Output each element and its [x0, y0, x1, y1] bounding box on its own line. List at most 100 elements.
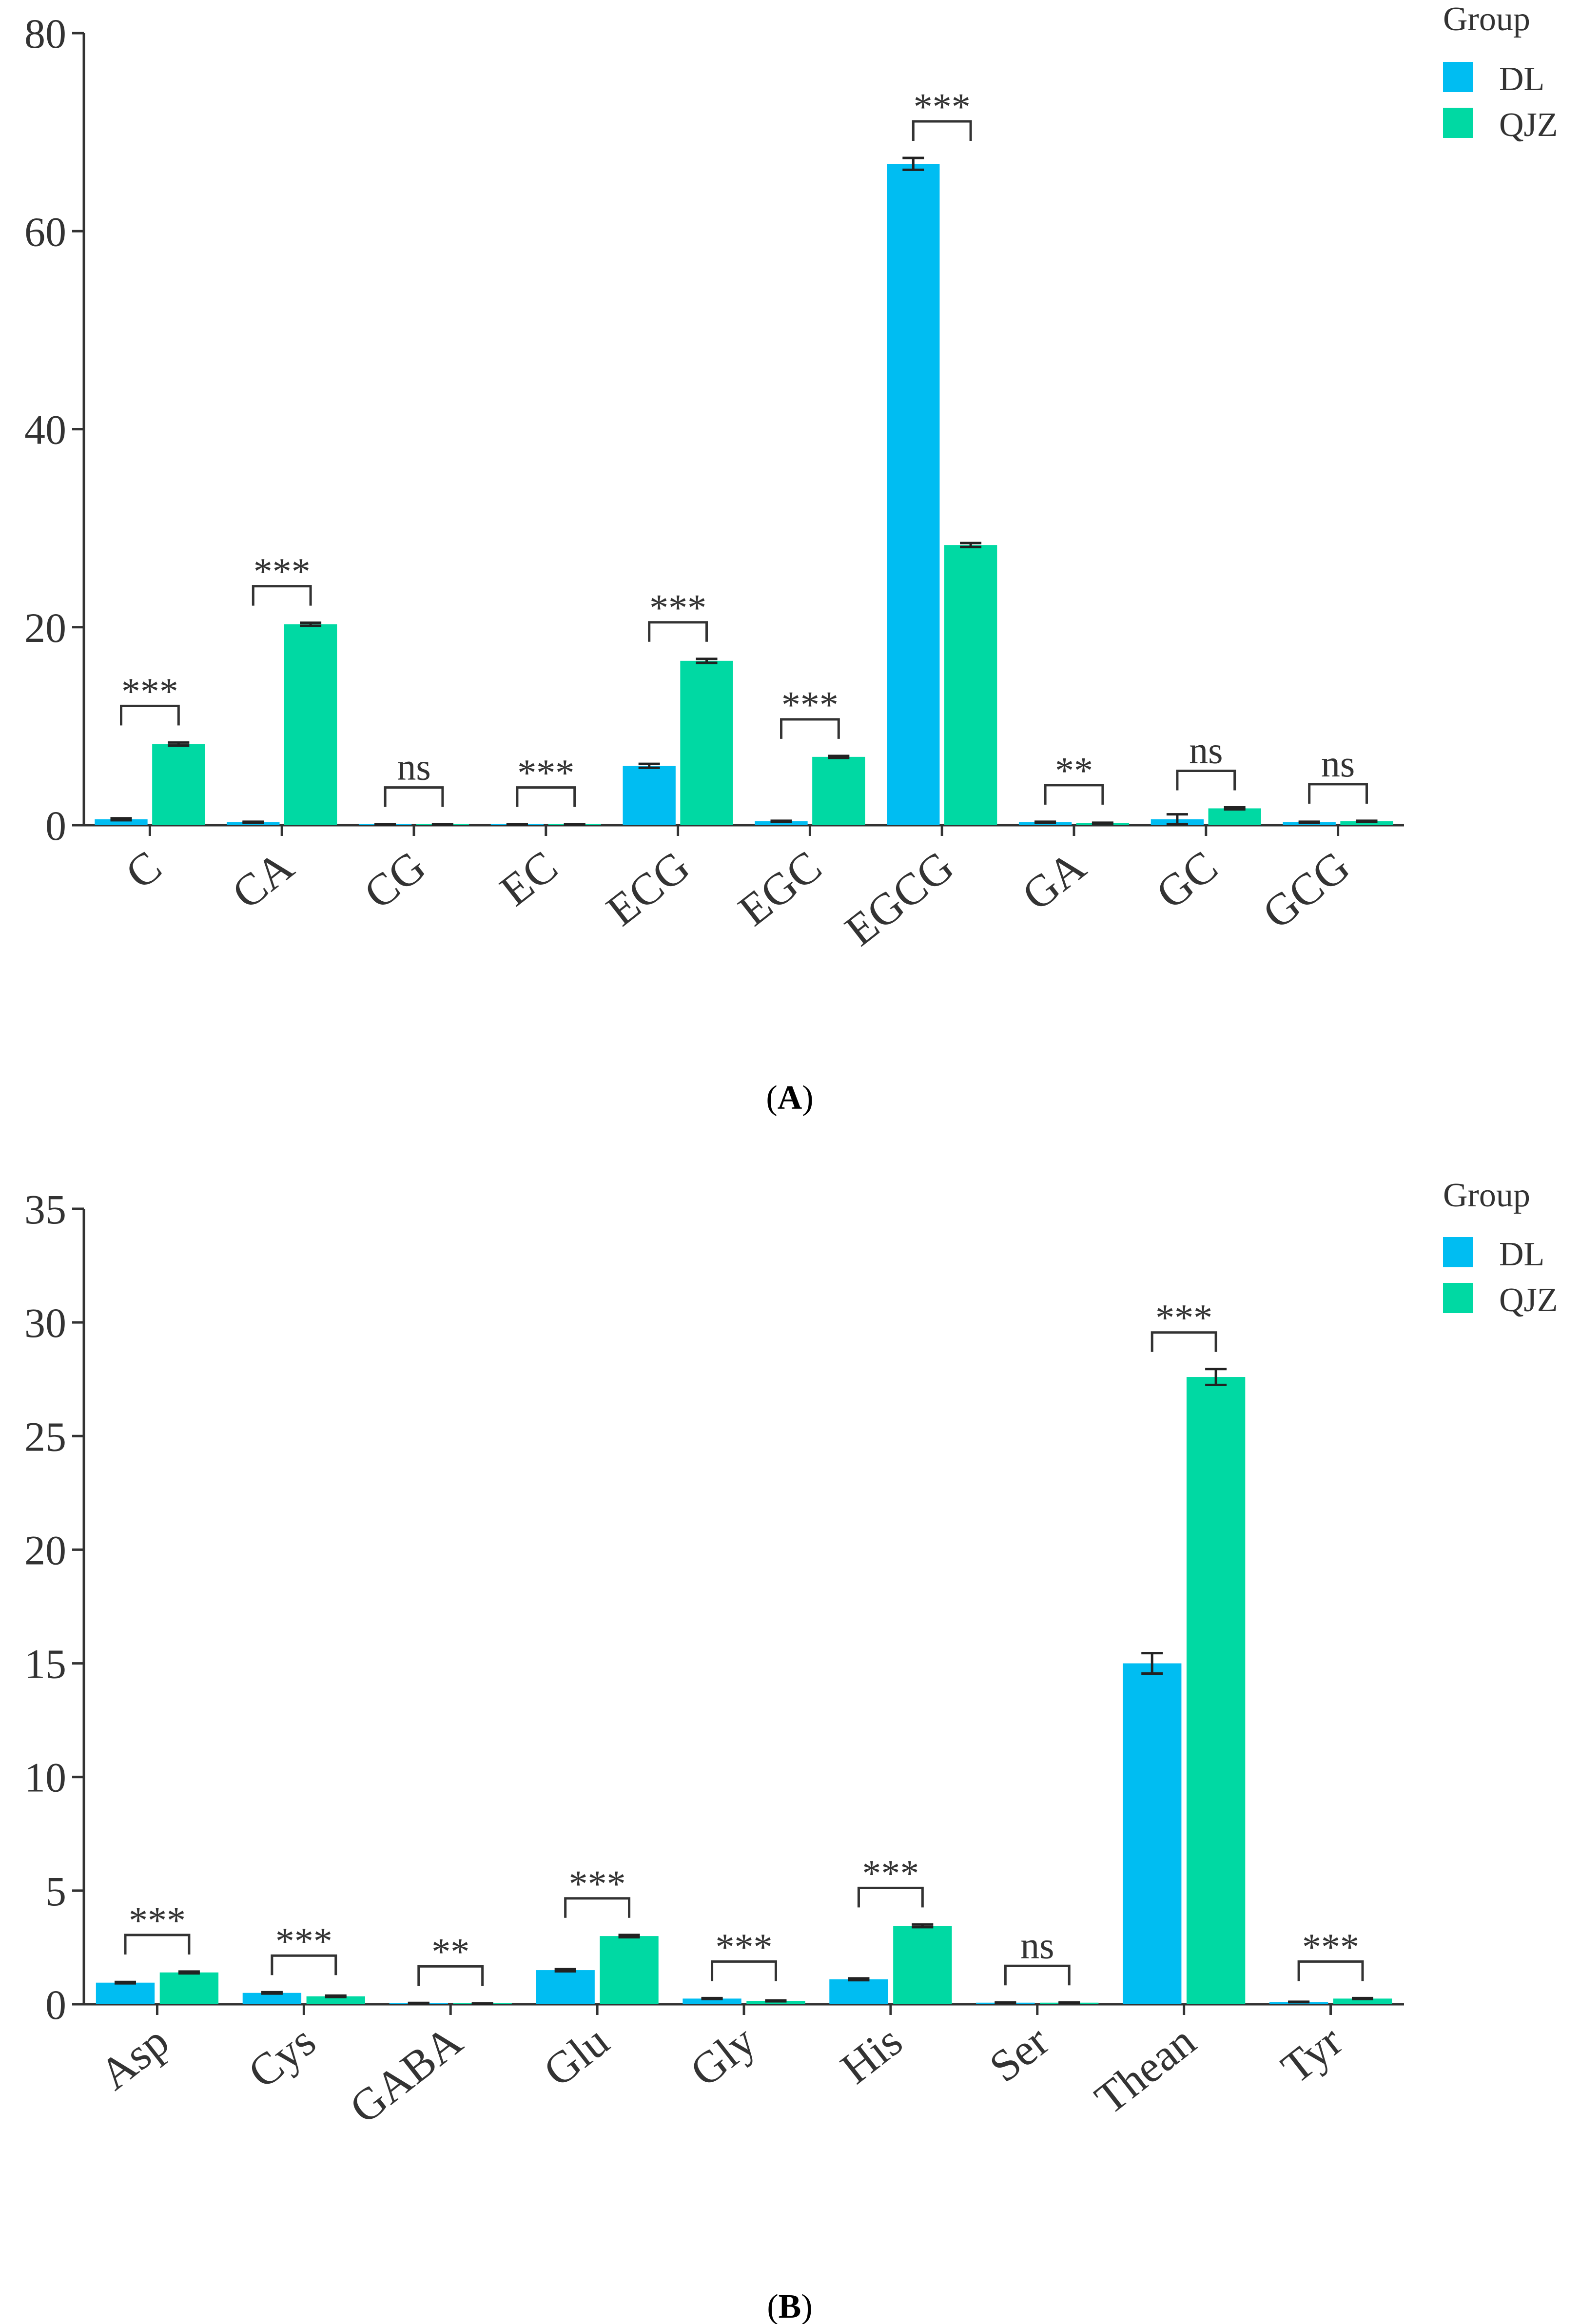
- significance-bracket-CA: [252, 585, 312, 606]
- significance-label-ECG: ***: [649, 586, 706, 629]
- significance-label-CG: ns: [397, 746, 430, 788]
- x-tick-label-GCG: GCG: [1253, 841, 1359, 938]
- significance-bracket-EC: [516, 786, 576, 807]
- significance-bracket-Gly: [711, 1960, 777, 1981]
- panel-label-B: (B): [767, 2288, 812, 2324]
- x-tick-label-Thean: Thean: [1086, 2015, 1205, 2124]
- x-tick-label-GC: GC: [1147, 841, 1227, 918]
- panel-label-A: (A): [766, 1079, 813, 1117]
- bar-QJZ-CA: [284, 624, 337, 825]
- bar-DL-EGCG: [887, 164, 940, 825]
- significance-label-GCG: ns: [1321, 742, 1355, 785]
- x-tick-label-EC: EC: [491, 841, 566, 915]
- bar-QJZ-C: [152, 744, 205, 825]
- x-tick-label-Tyr: Tyr: [1272, 2015, 1351, 2092]
- bar-QJZ-Tyr: [1333, 1998, 1392, 2004]
- bar-DL-C: [95, 819, 148, 825]
- significance-bracket-EGCG: [912, 120, 972, 141]
- x-tick-label-Cys: Cys: [239, 2015, 325, 2098]
- y-tick-label: 15: [24, 1641, 66, 1687]
- significance-label-C: ***: [121, 670, 178, 712]
- bar-DL-Cys: [242, 1993, 302, 2004]
- chart-panel-A: 0 20 40 60 80 *** C *** CA ns CG *** EC *** ECG *** EGC *…: [24, 0, 1558, 1117]
- bar-QJZ-His: [893, 1926, 952, 2004]
- bar-DL-Asp: [96, 1982, 155, 2004]
- x-tick-label-Ser: Ser: [980, 2015, 1058, 2092]
- bar-QJZ-ECG: [680, 660, 733, 825]
- y-tick-label: 35: [24, 1186, 66, 1233]
- y-tick-label: 25: [24, 1413, 66, 1460]
- significance-label-Gly: ***: [716, 1925, 773, 1968]
- legend-swatch-QJZ: [1443, 108, 1473, 138]
- significance-bracket-Glu: [564, 1897, 631, 1918]
- legend-label-QJZ: QJZ: [1499, 1281, 1558, 1319]
- significance-label-Ser: ns: [1020, 1924, 1054, 1966]
- significance-label-GABA: **: [431, 1930, 469, 1973]
- bar-DL-Thean: [1123, 1663, 1182, 2004]
- bar-QJZ-EGCG: [944, 545, 997, 825]
- x-tick-label-Glu: Glu: [534, 2015, 618, 2096]
- bar-QJZ-Gly: [746, 2001, 805, 2004]
- x-tick-label-CA: CA: [223, 841, 303, 918]
- x-tick-label-Gly: Gly: [681, 2015, 765, 2096]
- significance-label-GC: ns: [1189, 729, 1223, 771]
- y-tick-label: 20: [24, 604, 66, 651]
- y-tick-label: 10: [24, 1754, 66, 1801]
- significance-bracket-GCG: [1308, 783, 1368, 804]
- significance-bracket-GABA: [417, 1965, 484, 1986]
- legend-label-DL: DL: [1499, 1236, 1544, 1273]
- bar-QJZ-Glu: [600, 1936, 659, 2004]
- legend-label-DL: DL: [1499, 60, 1544, 98]
- bar-DL-Gly: [683, 1998, 741, 2004]
- bar-QJZ-GC: [1208, 808, 1261, 825]
- y-tick-label: 80: [24, 10, 66, 57]
- significance-bracket-His: [857, 1886, 924, 1908]
- significance-label-Asp: ***: [129, 1899, 186, 1941]
- bar-DL-Glu: [536, 1970, 595, 2004]
- bar-DL-ECG: [623, 766, 676, 825]
- y-tick-label: 5: [45, 1868, 66, 1915]
- y-tick-label: 60: [24, 208, 66, 255]
- significance-bracket-EGC: [780, 718, 840, 739]
- legend-label-QJZ: QJZ: [1499, 106, 1558, 144]
- significance-bracket-Thean: [1151, 1331, 1217, 1352]
- y-tick-label: 0: [45, 1981, 66, 2028]
- x-tick-label-GA: GA: [1013, 841, 1095, 920]
- significance-label-CA: ***: [254, 550, 311, 593]
- bar-QJZ-Thean: [1186, 1377, 1246, 2004]
- bar-QJZ-Asp: [159, 1972, 219, 2004]
- legend-swatch-DL: [1443, 1237, 1473, 1267]
- x-tick-label-ECG: ECG: [597, 841, 699, 935]
- significance-bracket-Tyr: [1297, 1960, 1364, 1981]
- y-tick-label: 30: [24, 1299, 66, 1346]
- x-tick-label-CG: CG: [355, 841, 435, 918]
- x-tick-label-EGCG: EGCG: [836, 841, 962, 955]
- bar-DL-His: [829, 1979, 888, 2004]
- x-tick-label-C: C: [117, 841, 171, 898]
- bar-DL-EGC: [755, 821, 808, 825]
- significance-bracket-ECG: [648, 621, 708, 642]
- significance-label-EGCG: ***: [914, 85, 971, 128]
- significance-bracket-Asp: [124, 1934, 191, 1955]
- significance-label-EC: ***: [517, 752, 574, 794]
- y-tick-label: 0: [45, 802, 66, 849]
- significance-label-Tyr: ***: [1302, 1925, 1359, 1968]
- legend-title: Group: [1443, 1177, 1530, 1214]
- bar-QJZ-GCG: [1340, 821, 1393, 825]
- legend-swatch-DL: [1443, 62, 1473, 92]
- y-tick-label: 20: [24, 1527, 66, 1573]
- significance-label-His: ***: [862, 1852, 919, 1894]
- y-tick-label: 40: [24, 407, 66, 453]
- significance-bracket-CG: [384, 786, 444, 807]
- significance-label-EGC: ***: [781, 683, 839, 726]
- significance-bracket-C: [120, 704, 180, 726]
- significance-bracket-GC: [1176, 769, 1236, 791]
- significance-label-Thean: ***: [1155, 1297, 1212, 1339]
- significance-bracket-Ser: [1004, 1964, 1071, 1986]
- x-tick-label-Asp: Asp: [90, 2015, 178, 2099]
- significance-bracket-Cys: [271, 1954, 337, 1975]
- significance-label-GA: **: [1055, 749, 1093, 792]
- bar-QJZ-EGC: [812, 756, 865, 825]
- significance-label-Glu: ***: [569, 1862, 626, 1905]
